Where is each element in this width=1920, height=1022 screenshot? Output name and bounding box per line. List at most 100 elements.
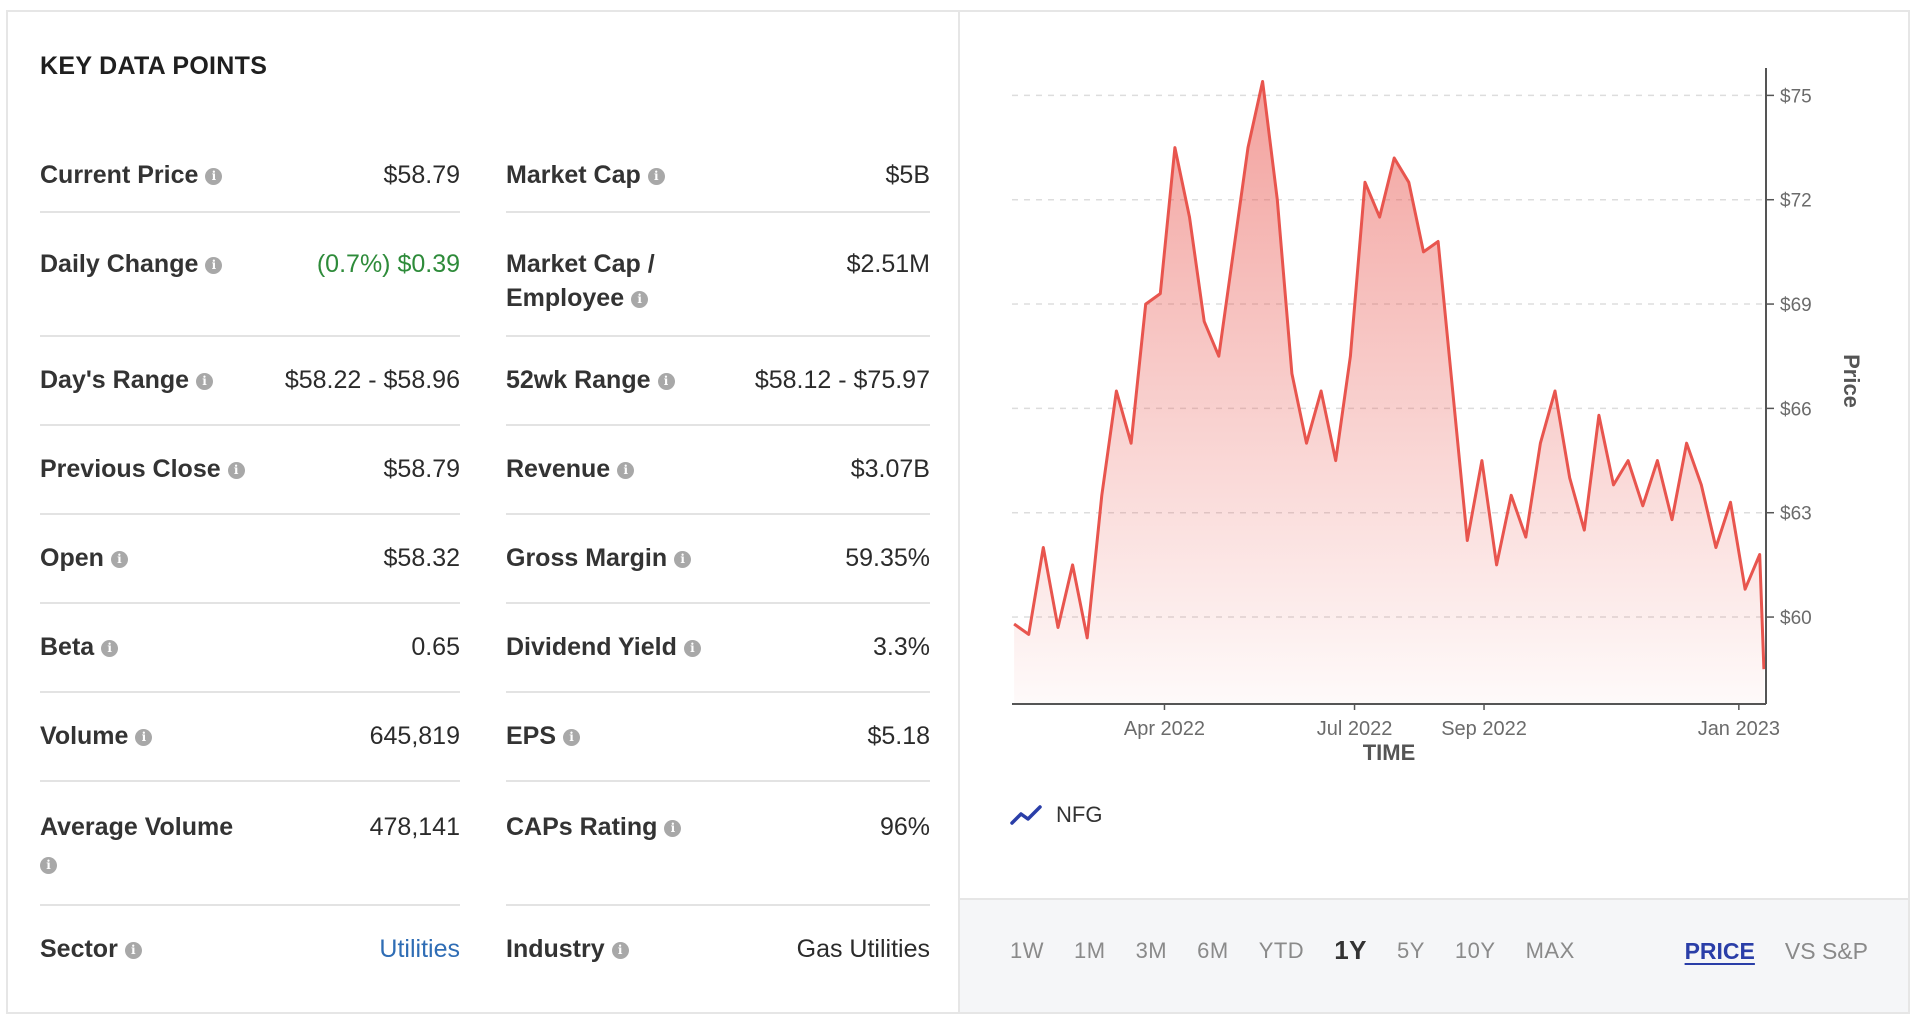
data-row-eps: EPS i $5.18 xyxy=(506,693,930,782)
x-tick-label: Jul 2022 xyxy=(1317,718,1393,740)
y-tick-label: $75 xyxy=(1780,86,1812,107)
data-row-daily-change: Daily Change i (0.7%) $0.39 xyxy=(40,213,460,337)
x-tick-label: Sep 2022 xyxy=(1441,718,1527,740)
range-6m[interactable]: 6M xyxy=(1197,938,1229,963)
data-row-average-volume: Average Volume i 478,141 xyxy=(40,782,460,906)
data-row-52wk-range: 52wk Range i $58.12 - $75.97 xyxy=(506,337,930,426)
info-icon[interactable]: i xyxy=(674,551,692,568)
data-row-open: Open i $58.32 xyxy=(40,515,460,604)
info-icon[interactable]: i xyxy=(647,168,665,185)
key-data-card: KEY DATA POINTS Current Price i $58.79 Da… xyxy=(6,10,1910,1014)
row-value: 0.65 xyxy=(411,633,460,661)
info-icon[interactable]: i xyxy=(135,729,153,746)
row-label: 52wk Range xyxy=(506,366,651,394)
row-value: 96% xyxy=(879,813,930,841)
x-axis-title: TIME xyxy=(1363,740,1416,765)
row-label: Current Price xyxy=(40,161,199,189)
range-max[interactable]: MAX xyxy=(1525,938,1575,963)
row-label: Sector xyxy=(40,935,118,963)
range-1m[interactable]: 1M xyxy=(1074,938,1106,963)
row-label: Volume xyxy=(40,722,129,750)
row-value: 645,819 xyxy=(369,722,460,750)
data-row-days-range: Day's Range i $58.22 - $58.96 xyxy=(40,337,460,426)
row-label: Average Volume xyxy=(40,813,234,841)
chart-legend[interactable]: NFG xyxy=(1010,802,1102,828)
row-label: Day's Range xyxy=(40,366,190,394)
range-10y[interactable]: 10Y xyxy=(1454,938,1496,963)
data-row-volume: Volume i 645,819 xyxy=(40,693,460,782)
row-label: Market Cap / Employee xyxy=(506,250,655,312)
data-row-sector: Sector i Utilities xyxy=(40,906,460,995)
range-1y[interactable]: 1Y xyxy=(1334,935,1367,965)
row-label: EPS xyxy=(506,722,557,750)
x-tick-label: Apr 2022 xyxy=(1124,718,1205,740)
panel-divider xyxy=(958,12,960,1012)
chart-mode-selector: PRICE VS S&P xyxy=(1655,938,1868,965)
row-label: Open xyxy=(40,544,104,572)
y-tick-label: $72 xyxy=(1780,191,1812,212)
data-row-dividend-yield: Dividend Yield i 3.3% xyxy=(506,604,930,693)
info-icon[interactable]: i xyxy=(40,857,57,874)
y-tick-label: $69 xyxy=(1780,295,1812,316)
info-icon[interactable]: i xyxy=(631,291,649,308)
info-icon[interactable]: i xyxy=(664,820,682,837)
info-icon[interactable]: i xyxy=(611,942,629,959)
range-5y[interactable]: 5Y xyxy=(1397,938,1425,963)
row-label: CAPs Rating xyxy=(506,813,658,841)
key-data-title: KEY DATA POINTS xyxy=(40,52,268,80)
info-icon[interactable]: i xyxy=(110,551,128,568)
price-chart[interactable]: $60 $63 $66 $69 $72 $75 Apr 2022 Jul 2022 Sep 20… xyxy=(960,12,1910,782)
data-row-revenue: Revenue i $3.07B xyxy=(506,426,930,515)
key-data-panel: KEY DATA POINTS Current Price i $58.79 Da… xyxy=(8,12,958,1012)
row-value: 3.3% xyxy=(873,633,930,661)
row-value: 59.35% xyxy=(845,544,930,572)
key-data-column-right: Market Cap i $5B Market Cap / Employee i $… xyxy=(506,124,930,995)
sector-link[interactable]: Utilities xyxy=(379,935,460,963)
row-label: Revenue xyxy=(506,455,611,483)
y-axis-title: Price xyxy=(1839,354,1864,408)
row-value: $58.22 - $58.96 xyxy=(284,366,460,394)
row-value: $58.32 xyxy=(383,544,460,572)
row-value: Gas Utilities xyxy=(796,935,930,963)
y-tick-label: $60 xyxy=(1780,608,1812,629)
data-row-previous-close: Previous Close i $58.79 xyxy=(40,426,460,515)
info-icon[interactable]: i xyxy=(124,942,142,959)
data-row-industry: Industry i Gas Utilities xyxy=(506,906,930,995)
y-tick-label: $66 xyxy=(1780,399,1812,420)
row-value: $3.07B xyxy=(850,455,930,483)
info-icon[interactable]: i xyxy=(205,168,223,185)
info-icon[interactable]: i xyxy=(683,640,701,657)
mode-price-tab[interactable]: PRICE xyxy=(1684,938,1755,964)
data-row-market-cap-per-employee: Market Cap / Employee i $2.51M xyxy=(506,213,930,337)
key-data-column-left: Current Price i $58.79 Daily Change i (0.7… xyxy=(40,124,460,995)
row-value: $58.79 xyxy=(383,161,460,189)
info-icon[interactable]: i xyxy=(196,373,214,390)
legend-label: NFG xyxy=(1056,802,1103,827)
info-icon[interactable]: i xyxy=(227,462,245,479)
row-label: Market Cap xyxy=(506,161,641,189)
mode-vs-sp-tab[interactable]: VS S&P xyxy=(1784,938,1868,964)
row-label: Dividend Yield xyxy=(506,633,677,661)
data-row-gross-margin: Gross Margin i 59.35% xyxy=(506,515,930,604)
chart-controls-bar: 1W 1M 3M 6M YTD 1Y 5Y 10Y MAX PRICE VS S… xyxy=(960,898,1908,1012)
trend-line-icon xyxy=(1010,805,1042,825)
time-range-selector: 1W 1M 3M 6M YTD 1Y 5Y 10Y MAX xyxy=(1010,935,1605,966)
info-icon[interactable]: i xyxy=(657,373,675,390)
info-icon[interactable]: i xyxy=(101,640,119,657)
info-icon[interactable]: i xyxy=(617,462,635,479)
row-value: $2.51M xyxy=(846,250,930,278)
row-label: Beta xyxy=(40,633,95,661)
row-value: (0.7%) $0.39 xyxy=(316,250,460,278)
range-3m[interactable]: 3M xyxy=(1135,938,1168,963)
y-tick-label: $63 xyxy=(1780,504,1812,525)
range-ytd[interactable]: YTD xyxy=(1258,938,1305,963)
range-1w[interactable]: 1W xyxy=(1010,938,1044,963)
row-value: 478,141 xyxy=(369,813,460,841)
data-row-beta: Beta i 0.65 xyxy=(40,604,460,693)
x-tick-label: Jan 2023 xyxy=(1698,718,1780,740)
row-value: $58.79 xyxy=(383,455,460,483)
info-icon[interactable]: i xyxy=(563,729,581,746)
row-label: Daily Change xyxy=(40,250,199,278)
info-icon[interactable]: i xyxy=(205,257,223,274)
price-line-nfg xyxy=(1013,80,1766,670)
